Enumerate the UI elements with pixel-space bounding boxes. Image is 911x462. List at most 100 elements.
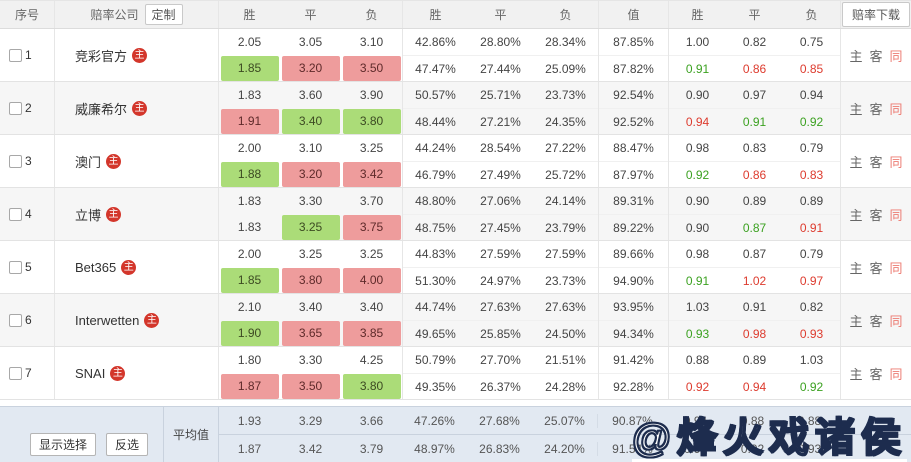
trend-link-away[interactable]: 客 (869, 207, 883, 223)
header-odds-win[interactable]: 胜 (243, 8, 256, 22)
header-company: 赔率公司 (90, 8, 139, 22)
odds-cell: 1.85 (219, 56, 280, 81)
odds-value: 3.25 (359, 246, 384, 261)
probability-cell: 48.44% (415, 114, 456, 129)
company-name[interactable]: 立博 (75, 207, 102, 223)
trend-link-home[interactable]: 主 (849, 207, 863, 223)
table-row: 6 Interwetten 主 2.10 3.40 3.40 1.90 3.65 3.85… (0, 294, 911, 347)
trend-link-away[interactable]: 客 (869, 48, 883, 64)
row-checkbox[interactable] (9, 260, 22, 274)
row-checkbox[interactable] (9, 101, 22, 115)
kelly-cell: 0.89 (742, 353, 767, 367)
header-pct-win[interactable]: 胜 (429, 8, 442, 22)
customize-button[interactable]: 定制 (144, 4, 183, 25)
kelly-cell: 0.94 (742, 379, 767, 394)
kelly-cell: 0.79 (799, 141, 824, 155)
row-checkbox[interactable] (9, 313, 22, 327)
avg-odds-cell: 3.42 (298, 441, 323, 456)
return-rate-cell: 92.54% (613, 88, 654, 102)
odds-value: 1.85 (220, 56, 279, 81)
trend-link-away[interactable]: 客 (869, 366, 883, 382)
kelly-cell: 0.98 (685, 247, 710, 261)
probability-cell: 27.44% (480, 61, 521, 76)
trend-link-home[interactable]: 主 (849, 260, 863, 276)
kelly-cell: 0.91 (742, 300, 767, 314)
probability-cell: 44.74% (415, 300, 456, 314)
odds-cell: 3.25 (280, 242, 341, 267)
header-pct-lose[interactable]: 负 (559, 8, 572, 22)
odds-value: 3.60 (298, 87, 323, 102)
header-kelly-lose[interactable]: 负 (805, 8, 818, 22)
trend-link-home[interactable]: 主 (849, 154, 863, 170)
kelly-cell: 0.90 (685, 220, 710, 235)
header-pct-draw[interactable]: 平 (494, 8, 507, 22)
odds-cell: 3.40 (280, 109, 341, 134)
company-name[interactable]: Interwetten (75, 312, 140, 328)
header-return-value[interactable]: 值 (627, 8, 640, 22)
trend-link-same[interactable]: 同 (889, 154, 903, 170)
row-number: 4 (25, 207, 32, 221)
header-seq: 序号 (14, 8, 39, 22)
odds-value: 3.30 (298, 352, 323, 367)
header-odds-draw[interactable]: 平 (304, 8, 317, 22)
probability-cell: 42.86% (415, 35, 456, 49)
company-name[interactable]: 威廉希尔 (75, 101, 128, 117)
kelly-cell: 0.92 (685, 167, 710, 182)
kelly-cell: 0.97 (799, 273, 824, 288)
row-checkbox[interactable] (9, 366, 22, 380)
trend-link-same[interactable]: 同 (889, 101, 903, 117)
trend-link-away[interactable]: 客 (869, 101, 883, 117)
trend-link-same[interactable]: 同 (889, 313, 903, 329)
return-rate-cell: 92.52% (613, 114, 654, 129)
probability-cell: 27.06% (480, 194, 521, 208)
row-checkbox[interactable] (9, 207, 22, 221)
table-header: 序号 赔率公司 定制 胜 平 负 胜 平 负 值 胜 平 负 赔率下载 (0, 1, 911, 29)
probability-cell: 50.57% (415, 88, 456, 102)
return-rate-cell: 87.97% (613, 167, 654, 182)
odds-cell: 1.91 (219, 109, 280, 134)
odds-value: 3.80 (342, 109, 401, 134)
row-number: 3 (25, 154, 32, 168)
company-name[interactable]: 澳门 (75, 154, 102, 170)
avg-odds-cell: 3.66 (359, 413, 384, 428)
trend-link-away[interactable]: 客 (869, 313, 883, 329)
odds-value: 1.80 (237, 352, 262, 367)
odds-cell: 3.50 (280, 374, 341, 399)
odds-cell: 3.25 (341, 136, 402, 161)
trend-link-same[interactable]: 同 (889, 207, 903, 223)
header-kelly-draw[interactable]: 平 (748, 8, 761, 22)
trend-link-same[interactable]: 同 (889, 48, 903, 64)
trend-link-away[interactable]: 客 (869, 260, 883, 276)
odds-value: 3.10 (359, 34, 384, 49)
trend-link-same[interactable]: 同 (889, 366, 903, 382)
trend-link-away[interactable]: 客 (869, 154, 883, 170)
header-odds-lose[interactable]: 负 (365, 8, 378, 22)
return-rate-cell: 88.47% (613, 141, 654, 155)
row-checkbox[interactable] (9, 48, 22, 62)
odds-value: 3.40 (359, 299, 384, 314)
trend-link-home[interactable]: 主 (849, 48, 863, 64)
kelly-cell: 0.97 (742, 88, 767, 102)
show-selection-button[interactable]: 显示选择 (30, 433, 97, 456)
odds-download-button[interactable]: 赔率下载 (841, 2, 910, 27)
odds-cell: 3.10 (341, 30, 402, 55)
company-name[interactable]: 竞彩官方 (75, 48, 128, 64)
kelly-cell: 0.86 (742, 61, 767, 76)
return-rate-cell: 89.66% (613, 247, 654, 261)
trend-link-home[interactable]: 主 (849, 101, 863, 117)
odds-cell: 1.83 (219, 215, 280, 240)
odds-value: 3.40 (298, 299, 323, 314)
row-checkbox[interactable] (9, 154, 22, 168)
trend-link-same[interactable]: 同 (889, 260, 903, 276)
odds-cell: 3.80 (341, 374, 402, 399)
company-name[interactable]: SNAI (75, 365, 106, 381)
trend-link-home[interactable]: 主 (849, 366, 863, 382)
header-kelly-win[interactable]: 胜 (691, 8, 704, 22)
probability-cell: 23.79% (545, 220, 586, 235)
trend-link-home[interactable]: 主 (849, 313, 863, 329)
probability-cell: 21.51% (545, 353, 586, 367)
probability-cell: 47.47% (415, 61, 456, 76)
kelly-cell: 0.75 (799, 35, 824, 49)
invert-selection-button[interactable]: 反选 (106, 433, 149, 456)
company-name[interactable]: Bet365 (75, 259, 117, 275)
